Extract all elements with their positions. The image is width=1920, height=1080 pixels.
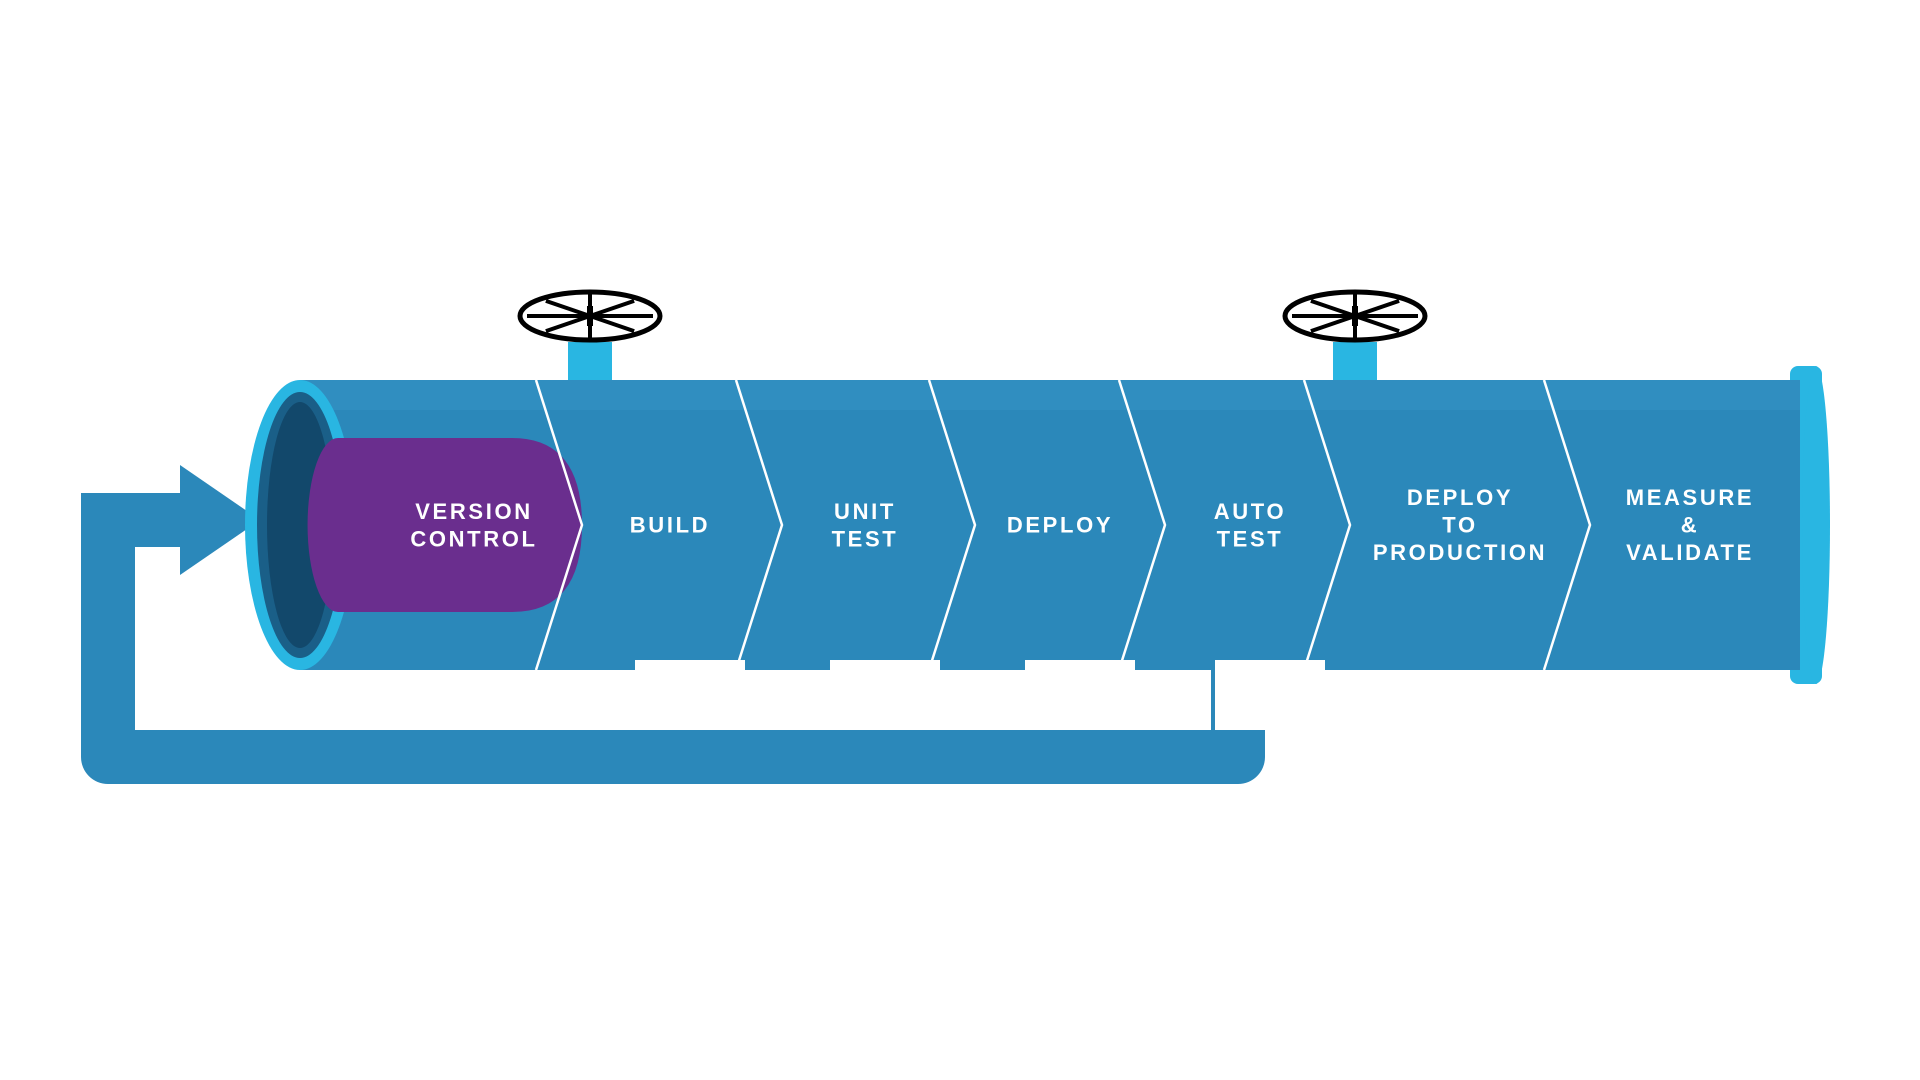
- stage-label-measure-validate-line2: VALIDATE: [1626, 540, 1754, 565]
- pipe-highlight: [300, 380, 1800, 410]
- pipe-notch-unit-test: [830, 660, 940, 730]
- stage-label-build-line0: BUILD: [630, 513, 710, 538]
- feedback-label: PRODUCTION FEEDBACK: [697, 800, 1023, 825]
- stage-label-measure-validate-line1: &: [1681, 513, 1700, 538]
- pipe-notch-build: [635, 660, 745, 730]
- valve-stem: [1333, 342, 1377, 380]
- stage-label-auto-test-line1: TEST: [1217, 526, 1284, 551]
- stage-label-auto-test-line0: AUTO: [1214, 499, 1287, 524]
- stage-label-unit-test-line1: TEST: [832, 526, 899, 551]
- stage-label-deploy-to-production-line0: DEPLOY: [1407, 485, 1513, 510]
- stage-label-deploy-to-production-line2: PRODUCTION: [1373, 540, 1547, 565]
- valve-stem: [568, 342, 612, 380]
- stage-label-version-control-line0: VERSION: [415, 499, 533, 524]
- pipe-notch-auto-test: [1215, 660, 1325, 730]
- valve-0: [520, 292, 660, 380]
- stage-label-unit-test-line0: UNIT: [834, 499, 896, 524]
- pipe-notch-deploy: [1025, 660, 1135, 730]
- pipe-right-cap: [1802, 366, 1830, 684]
- stage-version-control-shape: [308, 438, 582, 612]
- stage-label-deploy-line0: DEPLOY: [1007, 513, 1113, 538]
- stage-label-measure-validate-line0: MEASURE: [1626, 485, 1755, 510]
- valve-1: [1285, 292, 1425, 380]
- stage-label-deploy-to-production-line1: TO: [1442, 513, 1477, 538]
- stage-label-version-control-line1: CONTROL: [410, 526, 537, 551]
